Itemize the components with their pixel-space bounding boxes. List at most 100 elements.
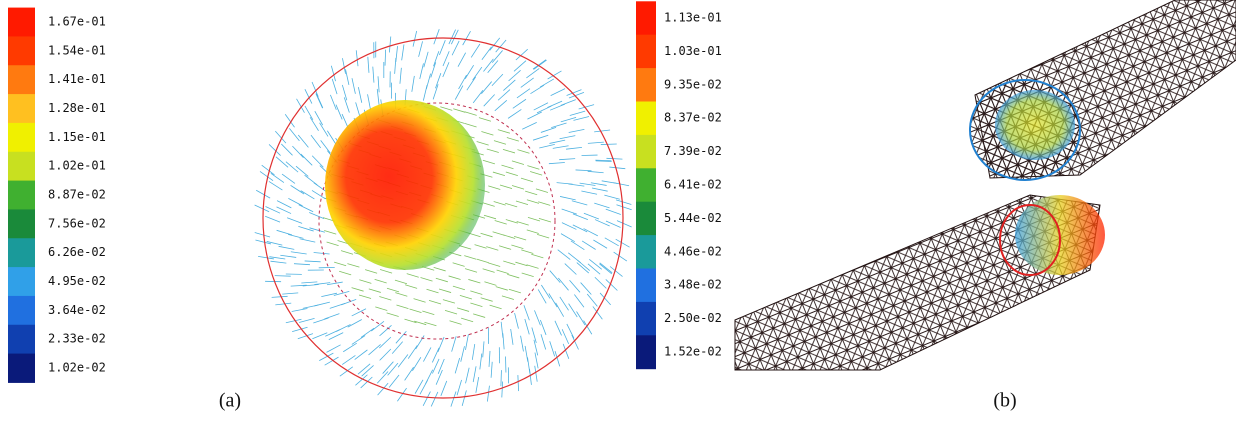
vector <box>550 271 560 283</box>
vector <box>359 295 371 299</box>
vector <box>299 205 313 212</box>
colorbar-swatch <box>8 354 35 383</box>
vector <box>369 344 381 354</box>
vector <box>470 291 482 295</box>
vector <box>473 67 482 80</box>
vector <box>481 132 493 136</box>
vector <box>396 305 408 309</box>
vector <box>482 47 492 60</box>
vector <box>481 82 491 94</box>
vector <box>503 149 515 153</box>
vector <box>570 111 585 115</box>
vector <box>327 131 336 144</box>
vector <box>436 278 448 282</box>
vector <box>483 341 484 357</box>
vector <box>600 263 612 273</box>
colorbar-label: 1.28e-01 <box>48 101 106 115</box>
vector <box>292 308 308 311</box>
vector <box>521 78 534 87</box>
vector <box>379 296 391 300</box>
colorbar-label: 2.33e-02 <box>48 332 106 346</box>
vector <box>315 111 323 125</box>
vector <box>309 212 324 218</box>
vector <box>427 289 439 293</box>
vector <box>358 87 361 103</box>
vector <box>282 174 295 183</box>
vector <box>438 359 444 374</box>
vector <box>560 196 576 199</box>
vector <box>396 331 406 343</box>
colorbar-swatch <box>636 235 656 269</box>
vector <box>397 388 406 401</box>
colorbar-label: 9.35e-02 <box>664 77 722 91</box>
vector <box>424 322 436 326</box>
vector <box>550 140 566 143</box>
vector <box>380 325 392 336</box>
colorbar-label: 1.41e-01 <box>48 72 106 86</box>
vector <box>561 100 576 106</box>
vector <box>528 217 540 221</box>
vector <box>503 80 515 91</box>
vector <box>577 312 585 326</box>
vector <box>422 311 434 315</box>
vector <box>255 232 270 237</box>
vector <box>395 293 407 297</box>
vector <box>412 357 420 371</box>
vector <box>511 245 523 249</box>
vector <box>609 167 625 169</box>
vector <box>500 185 512 189</box>
vector <box>559 159 575 160</box>
vector <box>517 150 529 154</box>
vector <box>506 220 518 224</box>
vector <box>312 190 326 199</box>
vector <box>330 303 345 308</box>
vector <box>373 67 374 83</box>
vector <box>514 61 526 72</box>
colorbar-label: 3.48e-02 <box>664 278 722 292</box>
vector <box>588 142 604 143</box>
vector <box>502 296 514 300</box>
vector <box>435 73 440 88</box>
vector <box>379 337 391 348</box>
vector <box>555 321 562 336</box>
vector <box>614 252 627 261</box>
vector <box>281 144 292 155</box>
vector <box>613 183 629 186</box>
vector <box>576 170 592 171</box>
vector <box>565 264 577 275</box>
vector <box>536 189 548 193</box>
vector <box>352 288 364 292</box>
vector <box>299 318 314 322</box>
vector <box>481 233 493 237</box>
colorbar-label: 8.87e-02 <box>48 188 106 202</box>
vector <box>347 264 359 268</box>
vector <box>336 105 342 120</box>
vector <box>560 136 576 139</box>
vector <box>529 369 531 385</box>
figure: 1.67e-011.54e-011.41e-011.28e-011.15e-01… <box>0 0 1236 417</box>
vector <box>571 241 584 250</box>
vector <box>512 186 524 190</box>
vector <box>368 94 371 110</box>
vector <box>470 303 482 307</box>
vector <box>507 138 519 142</box>
vector <box>573 214 588 220</box>
vector <box>461 346 465 362</box>
vector <box>616 200 631 205</box>
vector <box>392 342 402 354</box>
vector <box>396 46 398 62</box>
vector <box>549 293 557 307</box>
vector <box>327 242 339 246</box>
vector <box>553 146 569 149</box>
vector <box>352 336 365 345</box>
vector <box>473 314 485 318</box>
high-velocity-core <box>325 100 485 270</box>
vector <box>429 300 441 304</box>
vector <box>517 89 530 98</box>
colorbar-swatch <box>636 35 656 69</box>
colorbar-swatch <box>636 102 656 136</box>
vector <box>512 161 524 165</box>
vector <box>535 366 537 382</box>
vector <box>581 283 592 295</box>
vector <box>527 230 539 234</box>
